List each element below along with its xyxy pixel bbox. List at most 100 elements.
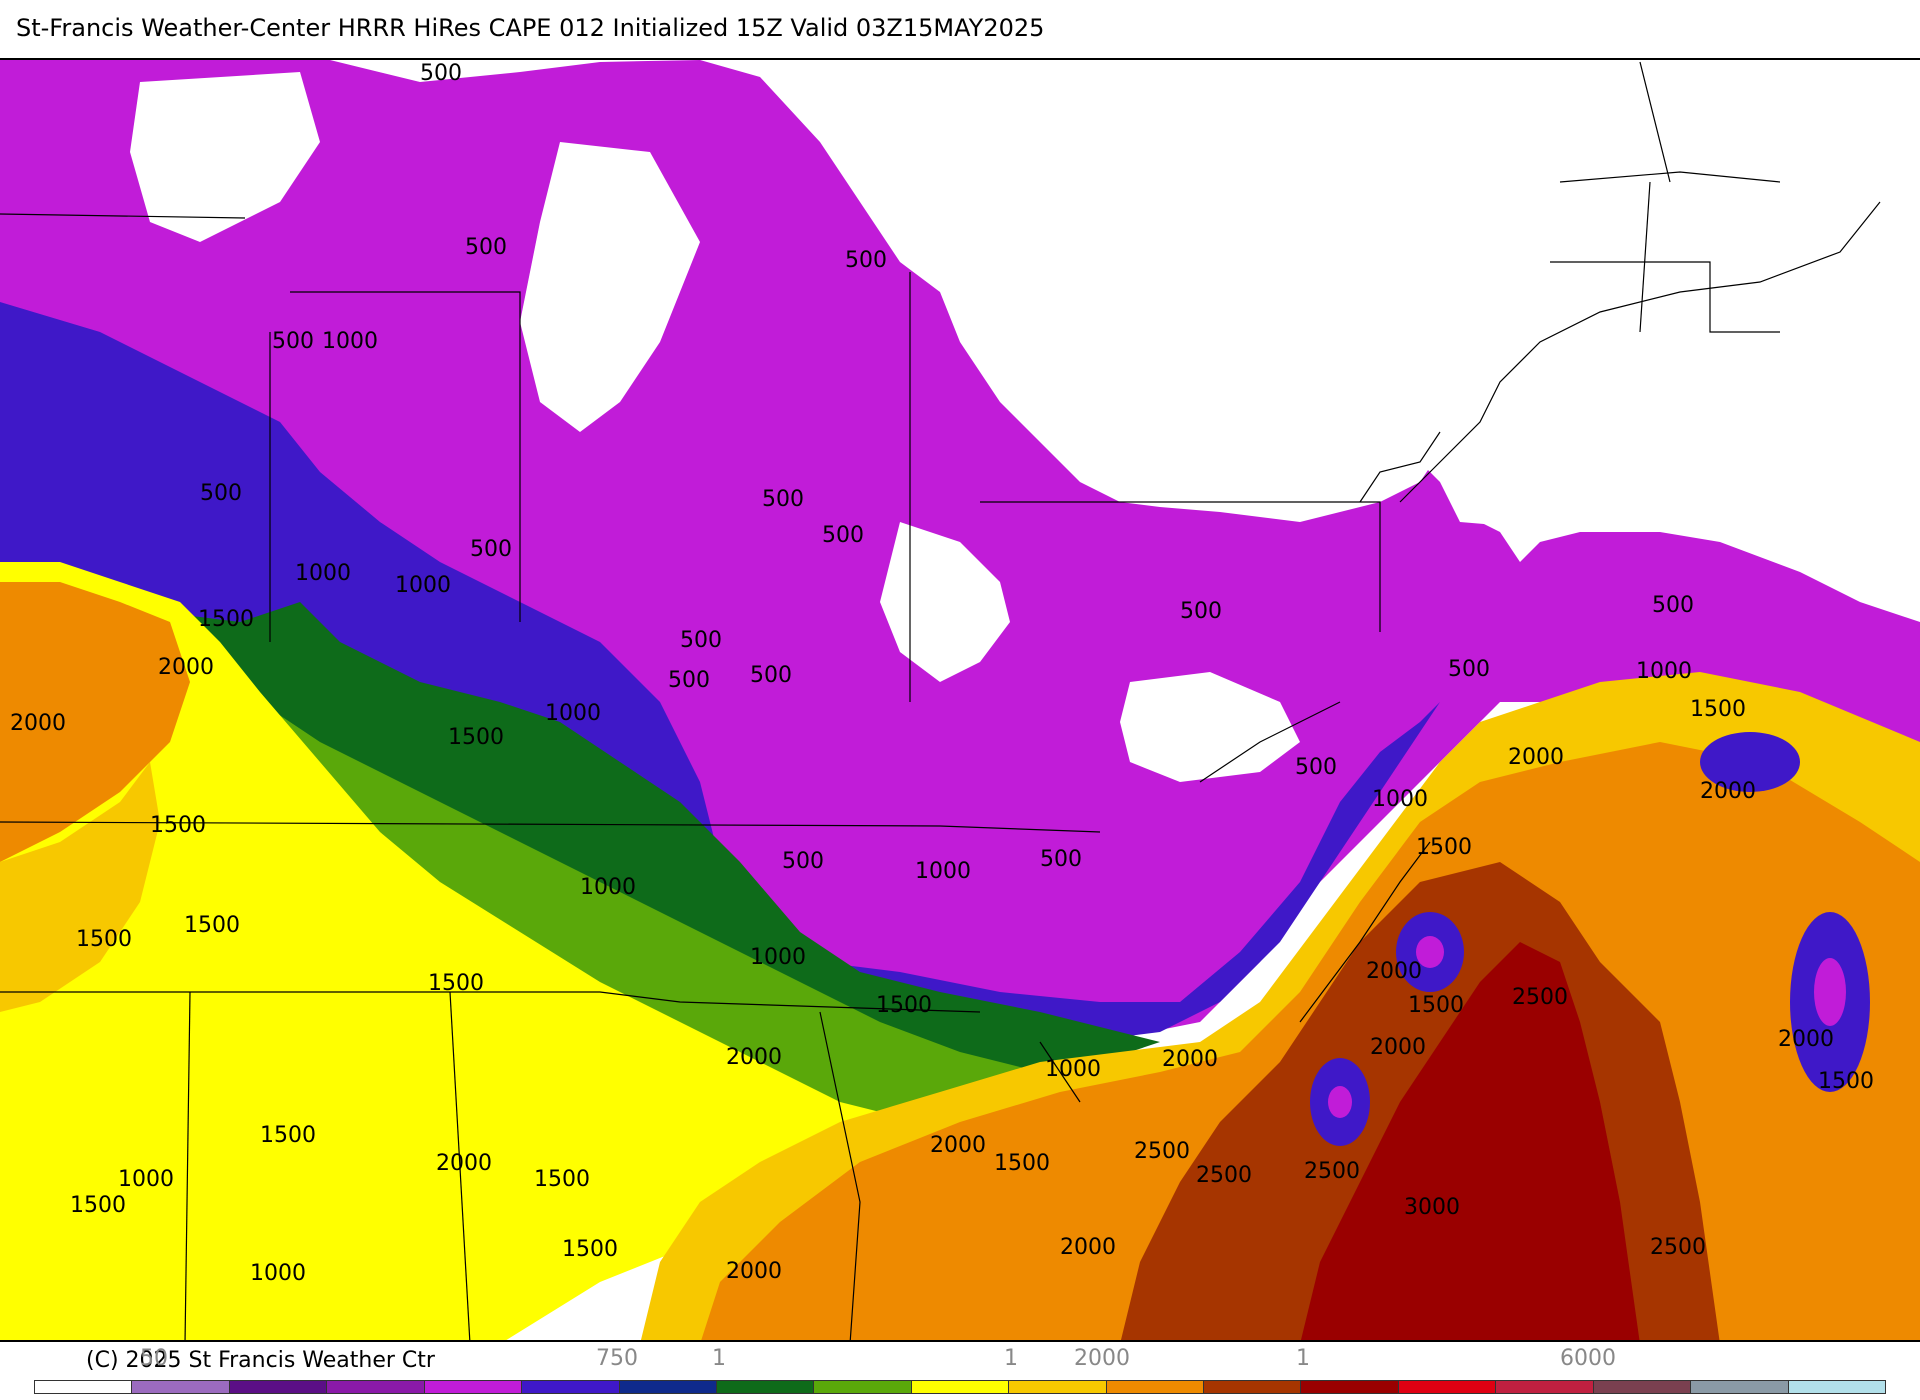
contour-label: 1000 xyxy=(295,561,351,586)
colorbar-swatch xyxy=(1788,1381,1886,1393)
contour-label: 2000 xyxy=(726,1045,782,1070)
contour-label: 2000 xyxy=(930,1133,986,1158)
contour-labels: 500 500 500 500 500 500 500 500 500 500 … xyxy=(10,61,1874,1286)
contour-label: 1000 xyxy=(750,945,806,970)
colorbar-swatch xyxy=(716,1381,815,1393)
contour-label: 2500 xyxy=(1196,1163,1252,1188)
cape-field-white-north-2 xyxy=(520,142,700,432)
contour-label: 2000 xyxy=(726,1259,782,1284)
colorbar-tick-label: 6000 xyxy=(1560,1346,1616,1371)
colorbar-tick-label: 1 xyxy=(712,1346,726,1371)
cape-field-white-northeast xyxy=(840,60,1920,602)
colorbar-tick-label: 750 xyxy=(596,1346,638,1371)
contour-label: 500 xyxy=(470,537,512,562)
contour-label: 1000 xyxy=(250,1261,306,1286)
colorbar-swatch xyxy=(1204,1381,1302,1393)
storm-cell-2-core xyxy=(1328,1086,1352,1118)
contour-label: 3000 xyxy=(1404,1195,1460,1220)
contour-label: 1500 xyxy=(994,1151,1050,1176)
contour-label: 500 xyxy=(668,668,710,693)
contour-label: 2000 xyxy=(1700,779,1756,804)
contour-label: 2000 xyxy=(1366,959,1422,984)
colorbar-swatch xyxy=(1106,1381,1205,1393)
contour-label: 1000 xyxy=(915,859,971,884)
contour-label: 1500 xyxy=(1818,1069,1874,1094)
contour-label: 500 xyxy=(465,235,507,260)
contour-label: 1000 xyxy=(395,573,451,598)
colorbar-swatch xyxy=(814,1381,912,1393)
contour-label: 2000 xyxy=(1370,1035,1426,1060)
contour-label: 2000 xyxy=(1778,1027,1834,1052)
contour-label: 500 xyxy=(845,248,887,273)
cape-map: 500 500 500 500 500 500 500 500 500 500 … xyxy=(0,58,1920,1342)
contour-label: 1500 xyxy=(562,1237,618,1262)
cape-field-darkred-southeast xyxy=(1300,942,1640,1340)
contour-label: 2500 xyxy=(1512,985,1568,1010)
colorbar-swatch xyxy=(424,1381,523,1393)
contour-label: 500 xyxy=(782,849,824,874)
contour-label: 2500 xyxy=(1134,1139,1190,1164)
colorbar-tick-label: 50 xyxy=(140,1346,168,1371)
contour-label: 500 xyxy=(680,628,722,653)
contour-label: 500 xyxy=(200,481,242,506)
colorbar-swatch xyxy=(1301,1381,1399,1393)
contour-label: 500 xyxy=(750,663,792,688)
colorbar-tick-label: 2000 xyxy=(1074,1346,1130,1371)
colorbar-swatch xyxy=(911,1381,1010,1393)
contour-label: 1000 xyxy=(1045,1057,1101,1082)
cape-field-white-north-1 xyxy=(130,72,320,242)
contour-label: 1500 xyxy=(1690,697,1746,722)
contour-label: 1000 xyxy=(1372,787,1428,812)
contour-label: 1500 xyxy=(260,1123,316,1148)
colorbar-swatch xyxy=(522,1381,620,1393)
contour-label: 2000 xyxy=(10,711,66,736)
cape-colorbar xyxy=(34,1380,1886,1394)
contour-label: 1500 xyxy=(448,725,504,750)
colorbar-swatch xyxy=(1593,1381,1692,1393)
colorbar-swatch xyxy=(327,1381,425,1393)
contour-label: 2000 xyxy=(1162,1047,1218,1072)
contour-label: 1500 xyxy=(876,993,932,1018)
contour-label: 500 xyxy=(762,487,804,512)
map-footer: (C) 2025 St Francis Weather Ctr 50 750 1… xyxy=(0,1342,1920,1400)
colorbar-swatch xyxy=(1009,1381,1107,1393)
contour-label: 500 xyxy=(420,61,462,86)
cape-field-orange-west xyxy=(0,582,190,862)
contour-label: 1000 xyxy=(322,329,378,354)
contour-label: 1500 xyxy=(76,927,132,952)
contour-label: 1500 xyxy=(428,971,484,996)
contour-label: 1500 xyxy=(198,607,254,632)
cape-field-green xyxy=(0,592,1160,1102)
cape-field-gold-west xyxy=(0,762,160,1012)
contour-label: 500 xyxy=(1448,657,1490,682)
contour-label: 2500 xyxy=(1650,1235,1706,1260)
colorbar-tick-label: 1 xyxy=(1004,1346,1018,1371)
colorbar-swatch xyxy=(229,1381,328,1393)
cape-field-white-central-2 xyxy=(1120,672,1300,782)
contour-label: 500 xyxy=(272,329,314,354)
contour-label: 1500 xyxy=(1416,835,1472,860)
storm-cell-3-core xyxy=(1814,958,1846,1026)
contour-label: 2000 xyxy=(1060,1235,1116,1260)
contour-label: 1000 xyxy=(118,1167,174,1192)
colorbar-swatch xyxy=(619,1381,717,1393)
state-boundaries xyxy=(0,61,1881,1340)
contour-label: 500 xyxy=(1652,593,1694,618)
storm-cell-1-core xyxy=(1416,936,1444,968)
contour-label: 500 xyxy=(1180,599,1222,624)
colorbar-tick-label: 1 xyxy=(1296,1346,1310,1371)
contour-label: 1500 xyxy=(1408,993,1464,1018)
map-title: St-Francis Weather-Center HRRR HiRes CAP… xyxy=(16,14,1045,42)
colorbar-swatch xyxy=(1398,1381,1497,1393)
colorbar-swatch xyxy=(35,1381,133,1393)
storm-cell-4 xyxy=(1700,732,1800,792)
colorbar-swatch xyxy=(1496,1381,1594,1393)
cape-map-svg: 500 500 500 500 500 500 500 500 500 500 … xyxy=(0,60,1920,1340)
copyright-text: (C) 2025 St Francis Weather Ctr xyxy=(86,1348,435,1373)
contour-label: 500 xyxy=(822,523,864,548)
contour-label: 1000 xyxy=(580,875,636,900)
contour-label: 1500 xyxy=(70,1193,126,1218)
contour-label: 1000 xyxy=(1636,659,1692,684)
colorbar-swatch xyxy=(1691,1381,1789,1393)
cape-field-white-central xyxy=(880,522,1010,682)
